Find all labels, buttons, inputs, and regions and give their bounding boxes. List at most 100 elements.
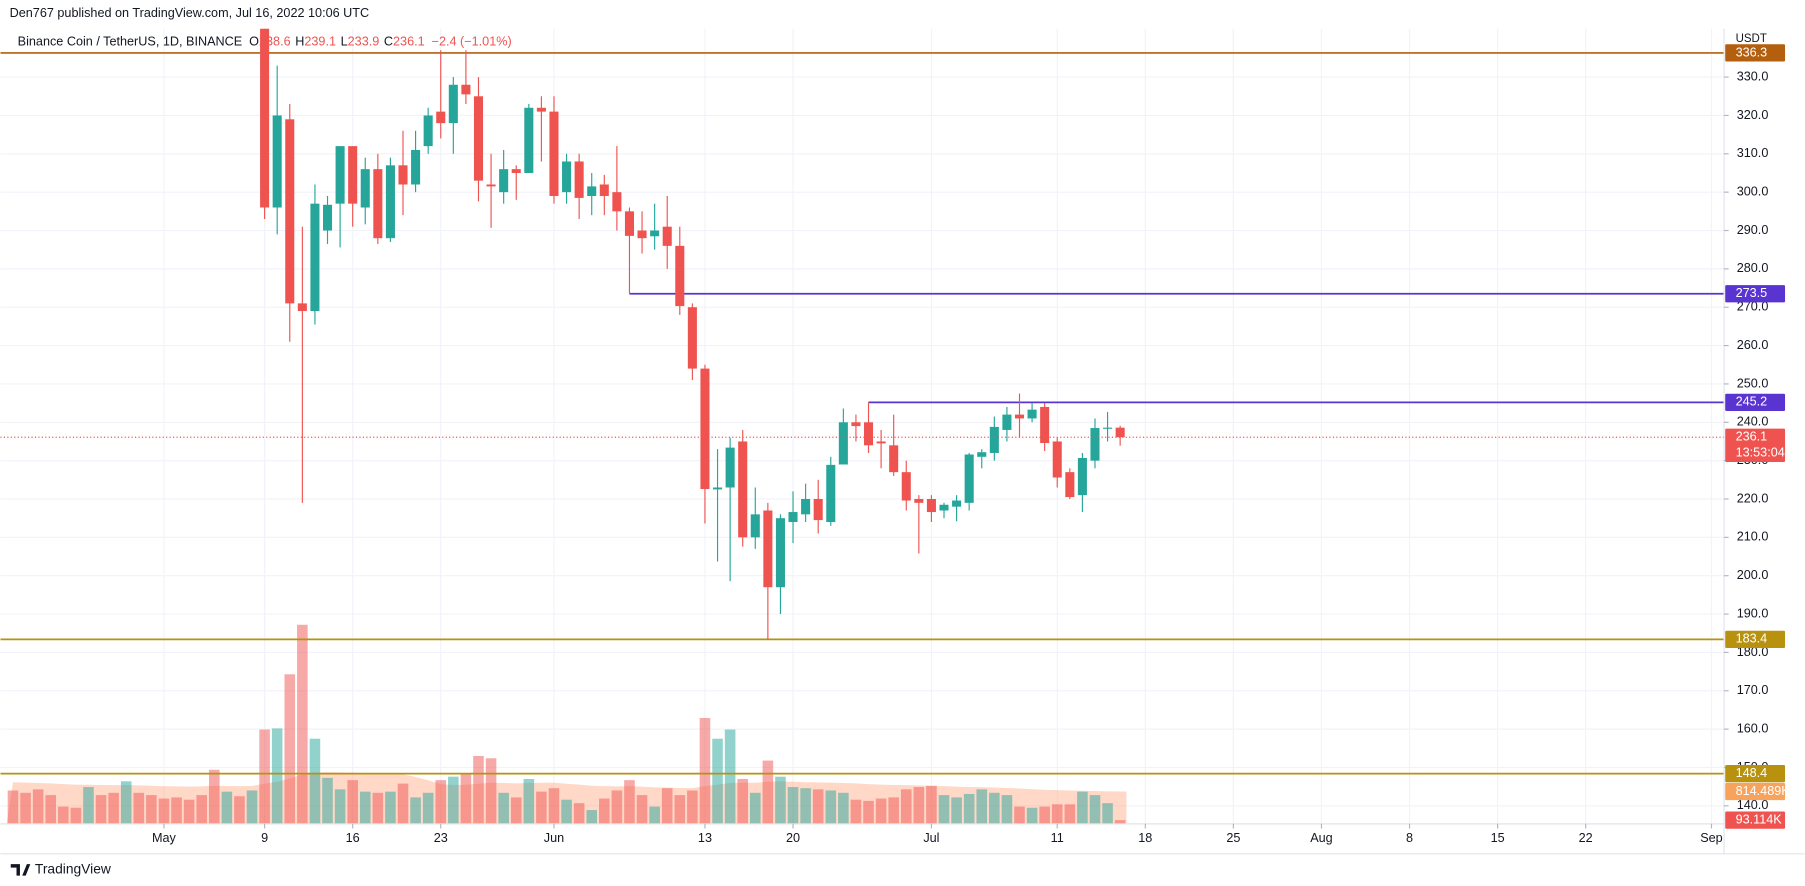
volume-bar <box>83 787 94 824</box>
legend-item: Binance Coin / TetherUS, 1D, BINANCE <box>18 35 243 49</box>
y-tick-label: 320.0 <box>1737 108 1769 122</box>
volume-bar <box>900 789 912 824</box>
volume-bar <box>1026 807 1038 824</box>
candle-body <box>574 161 584 198</box>
volume-bar <box>749 792 761 824</box>
candle-body <box>423 115 433 147</box>
volume-bar <box>687 790 698 824</box>
volume-bar <box>435 780 447 824</box>
brand: TradingView <box>35 862 111 877</box>
volume-bar <box>259 729 270 824</box>
currency: USDT <box>1736 33 1767 45</box>
candle-body <box>486 184 496 187</box>
legend: Binance Coin / TetherUS, 1D, BINANCE O238… <box>18 35 512 49</box>
price-label: 236.1 <box>1736 430 1768 444</box>
candle-body <box>310 203 320 312</box>
volume-bar <box>712 738 723 824</box>
legend-item: 233.9 <box>348 35 380 49</box>
candle-body <box>876 441 886 444</box>
candle-body <box>863 422 874 446</box>
volume-bar <box>875 798 887 824</box>
y-tick-label: 310.0 <box>1737 146 1769 160</box>
candle-body <box>650 230 660 237</box>
level-label-box <box>1725 285 1786 303</box>
candle-body <box>977 452 987 457</box>
candle-body <box>360 169 370 208</box>
volume-bar <box>397 783 409 824</box>
volume-bar <box>762 760 774 824</box>
volume-bar <box>573 803 585 824</box>
volume-bar <box>812 789 824 824</box>
volume-bar <box>58 806 69 824</box>
level-label: 336.3 <box>1736 45 1768 59</box>
volume-bar <box>636 795 648 824</box>
x-tick-label: May <box>152 831 177 845</box>
candle-body <box>763 510 773 588</box>
candle-body <box>536 107 546 112</box>
volume-bar <box>410 797 421 824</box>
candle-body <box>398 165 408 185</box>
candle-body <box>675 245 685 307</box>
x-tick-label: 23 <box>434 831 448 845</box>
volume-bar <box>95 795 107 824</box>
volume-bar <box>271 728 283 824</box>
volume-label-box <box>1725 811 1786 829</box>
candle-body <box>524 107 534 173</box>
volume-bar <box>938 795 950 824</box>
volume-bar <box>888 797 899 824</box>
y-tick-label: 220.0 <box>1737 491 1769 505</box>
candle-body <box>348 146 358 204</box>
candle-body <box>926 498 936 513</box>
y-tick-label: 300.0 <box>1737 185 1769 199</box>
y-tick-label: 170.0 <box>1737 683 1769 697</box>
candle-body <box>826 464 836 523</box>
volume-bar <box>372 792 384 824</box>
volume-bar <box>599 798 610 824</box>
volume-bar <box>158 798 170 824</box>
legend-item: 236.1 <box>393 35 425 49</box>
volume-bar <box>70 807 82 824</box>
candle-body <box>1027 409 1037 419</box>
volume-bar <box>1014 806 1025 824</box>
candle-body <box>587 186 597 196</box>
y-tick-label: 250.0 <box>1737 376 1769 390</box>
y-tick-label: 190.0 <box>1737 606 1769 620</box>
plot-area <box>0 28 1725 824</box>
volume-bar <box>108 792 119 824</box>
volume-bar <box>460 774 472 824</box>
volume-bar <box>951 797 962 824</box>
published-note: Den767 published on TradingView.com, Jul… <box>10 6 370 20</box>
volume-bar <box>45 795 57 824</box>
volume-bar <box>661 788 673 824</box>
y-tick-label: 160.0 <box>1737 721 1769 735</box>
volume-bar <box>548 788 560 824</box>
candle-body <box>813 498 823 521</box>
candle-body <box>700 368 710 490</box>
y-tick-label: 270.0 <box>1737 300 1769 314</box>
candle-body <box>499 169 509 193</box>
legend-item: −2.4 (−1.01%) <box>432 35 512 49</box>
volume-bar <box>1064 804 1076 824</box>
volume-bar <box>624 780 635 824</box>
y-tick-label: 140.0 <box>1737 798 1769 812</box>
candle-body <box>964 454 974 503</box>
candle-body <box>725 447 735 488</box>
volume-bar <box>322 777 333 824</box>
volume-bar <box>838 792 849 824</box>
volume-bar <box>913 787 925 824</box>
volume-bar <box>1102 803 1113 824</box>
grid <box>0 28 1725 824</box>
candle-body <box>297 303 307 312</box>
candle-body <box>599 184 609 196</box>
volume-bar <box>334 789 346 824</box>
volume-ma-label-box <box>1725 782 1786 801</box>
legend-item: 239.1 <box>304 35 336 49</box>
candle-body <box>914 498 924 503</box>
candle-body <box>385 165 395 239</box>
candle-body <box>750 514 760 538</box>
candle-body <box>738 441 748 538</box>
volume-bar <box>963 793 975 824</box>
candle-body <box>788 512 798 523</box>
